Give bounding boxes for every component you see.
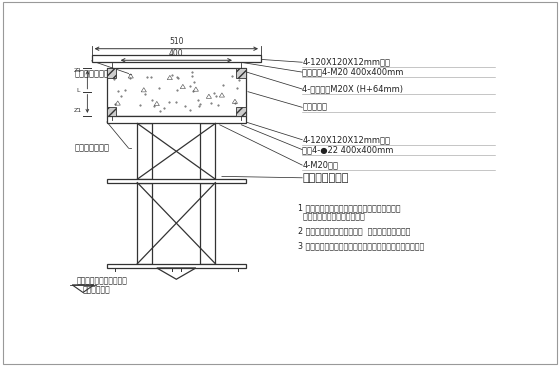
- Bar: [200, 123, 216, 179]
- Text: 4-双头螺栓M20X (H+64mm): 4-双头螺栓M20X (H+64mm): [302, 85, 403, 93]
- Text: 中心图尺寸由土建施工预埋。: 中心图尺寸由土建施工预埋。: [298, 213, 365, 222]
- Text: 标高需根据吊塔，无影灯: 标高需根据吊塔，无影灯: [77, 276, 127, 285]
- Bar: [236, 68, 246, 78]
- Text: 510: 510: [169, 37, 184, 46]
- Text: 厂家参数而定: 厂家参数而定: [83, 285, 111, 294]
- Bar: [92, 55, 261, 62]
- Text: Z1: Z1: [74, 68, 82, 73]
- Bar: [107, 68, 246, 116]
- Text: 2 图中虚线部分为焊接式支架  由我方施工时装配。: 2 图中虚线部分为焊接式支架 由我方施工时装配。: [298, 227, 410, 236]
- Text: 混凝土楼板: 混凝土楼板: [302, 103, 327, 112]
- Text: 1 图中实线部分为整体式预埋件，按我方提供的: 1 图中实线部分为整体式预埋件，按我方提供的: [298, 203, 400, 212]
- Bar: [137, 123, 152, 179]
- Bar: [107, 116, 246, 123]
- Text: 4-120X120X12mm钢板: 4-120X120X12mm钢板: [302, 135, 390, 144]
- Text: 钻孔4-●22 400x400mm: 钻孔4-●22 400x400mm: [302, 145, 394, 154]
- Text: 400: 400: [169, 49, 184, 58]
- Text: 螺母与钢板满焊: 螺母与钢板满焊: [302, 173, 348, 183]
- Bar: [107, 264, 246, 268]
- Text: L: L: [76, 88, 80, 93]
- Text: 3 本安装图仅供施工参考，具体做法可根据现场条件确定。: 3 本安装图仅供施工参考，具体做法可根据现场条件确定。: [298, 241, 424, 250]
- Bar: [200, 183, 216, 264]
- Bar: [236, 107, 246, 116]
- Bar: [137, 183, 152, 264]
- Text: 钻孔攻丝4-M20 400x400mm: 钻孔攻丝4-M20 400x400mm: [302, 68, 404, 76]
- Text: 螺母与钢板满焊: 螺母与钢板满焊: [74, 144, 109, 153]
- Bar: [107, 107, 116, 116]
- Bar: [107, 68, 116, 78]
- Bar: [107, 179, 246, 183]
- Text: Z1: Z1: [74, 108, 82, 113]
- Text: 螺栓与钢板满焊: 螺栓与钢板满焊: [74, 69, 109, 78]
- Text: 4-120X120X12mm钢板: 4-120X120X12mm钢板: [302, 58, 390, 67]
- Text: 4-M20螺母: 4-M20螺母: [302, 161, 338, 169]
